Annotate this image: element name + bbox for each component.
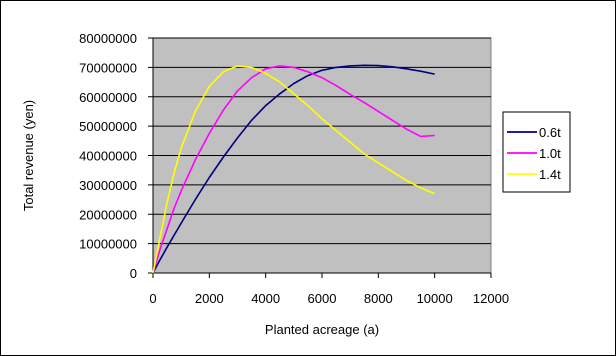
x-tick-label-2: 4000	[251, 291, 280, 306]
y-tick-label-0: 0	[130, 266, 137, 281]
x-tick-labels: 0 2000 4000 6000 8000 10000 12000	[149, 291, 509, 306]
legend-label-1.0t: 1.0t	[539, 146, 561, 161]
series-line-1.4t	[152, 65, 436, 274]
x-tick-label-0: 0	[149, 291, 156, 306]
y-tick-label-6: 60000000	[79, 90, 137, 105]
legend-label-0.6t: 0.6t	[539, 125, 561, 140]
y-tick-label-1: 10000000	[79, 237, 137, 252]
x-tick-label-6: 12000	[473, 291, 509, 306]
series-line-1.0t	[152, 65, 435, 274]
x-axis-title: Planted acreage (a)	[265, 322, 379, 337]
y-tick-label-3: 30000000	[79, 178, 137, 193]
x-tick-label-1: 2000	[195, 291, 224, 306]
gridlines	[153, 37, 491, 245]
y-tick-label-8: 80000000	[79, 31, 137, 46]
y-tick-labels: 0 10000000 20000000 30000000 40000000 5000000…	[79, 31, 137, 281]
x-tick-label-5: 10000	[417, 291, 453, 306]
series-lines	[152, 64, 436, 274]
x-tick-label-4: 8000	[364, 291, 393, 306]
legend-box	[502, 111, 571, 193]
legend-label-1.4t: 1.4t	[539, 167, 561, 182]
axes	[148, 37, 492, 278]
x-tick-label-3: 6000	[308, 291, 337, 306]
y-tick-label-4: 40000000	[79, 149, 137, 164]
y-tick-label-7: 70000000	[79, 60, 137, 75]
y-tick-label-2: 20000000	[79, 207, 137, 222]
legend: 0.6t 1.0t 1.4t	[502, 111, 571, 193]
y-tick-label-5: 50000000	[79, 119, 137, 134]
y-axis-title: Total revenue (yen)	[21, 100, 36, 211]
